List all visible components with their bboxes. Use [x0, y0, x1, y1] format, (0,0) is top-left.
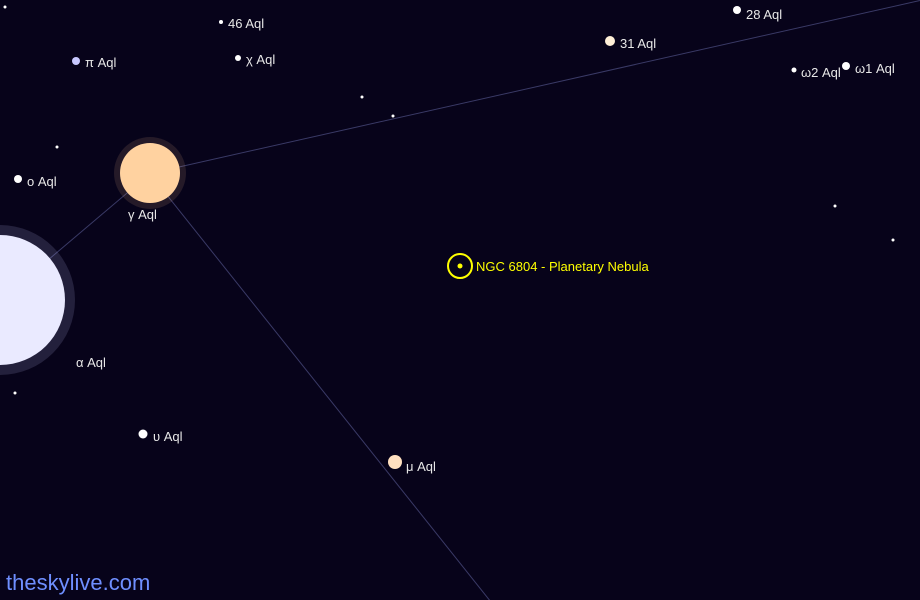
label-31_aql: 31 Aql	[620, 36, 656, 51]
label-chi_aql: χ Aql	[246, 52, 275, 67]
star-faint_6	[14, 392, 17, 395]
label-upsilon_aql: υ Aql	[153, 429, 183, 444]
label-46_aql: 46 Aql	[228, 16, 264, 31]
label-gamma_aql: γ Aql	[128, 207, 157, 222]
star-46_aql	[219, 20, 223, 24]
star-upsilon_aql	[139, 430, 148, 439]
label-pi_aql: π Aql	[85, 55, 116, 70]
constellation-line	[149, 173, 490, 600]
label-omicron_aql: ο Aql	[27, 174, 57, 189]
star-gamma_aql	[120, 143, 180, 203]
star-mu_aql	[388, 455, 402, 469]
star-faint_7	[4, 6, 7, 9]
star-pi_aql	[72, 57, 80, 65]
label-28_aql: 28 Aql	[746, 7, 782, 22]
watermark: theskylive.com	[6, 570, 150, 596]
star-omega2_aql	[792, 68, 797, 73]
label-mu_aql: μ Aql	[406, 459, 436, 474]
star-omega1_aql	[842, 62, 850, 70]
target-dot	[458, 264, 463, 269]
star-faint_4	[834, 205, 837, 208]
star-31_aql	[605, 36, 615, 46]
star-chart: α Aql γ Aql μ Aql υ Aql ο Aql π Aql χ Aql 46 Aq…	[0, 0, 920, 600]
star-chi_aql	[235, 55, 241, 61]
label-alpha_aql: α Aql	[76, 355, 106, 370]
star-faint_1	[56, 146, 59, 149]
star-omicron_aql	[14, 175, 22, 183]
star-28_aql	[733, 6, 741, 14]
label-omega1_aql: ω1 Aql	[855, 61, 895, 76]
star-faint_5	[892, 239, 895, 242]
star-faint_3	[392, 115, 395, 118]
label-omega2_aql: ω2 Aql	[801, 65, 841, 80]
constellation-line	[150, 0, 920, 174]
target-label: NGC 6804 - Planetary Nebula	[476, 259, 649, 274]
star-faint_2	[361, 96, 364, 99]
